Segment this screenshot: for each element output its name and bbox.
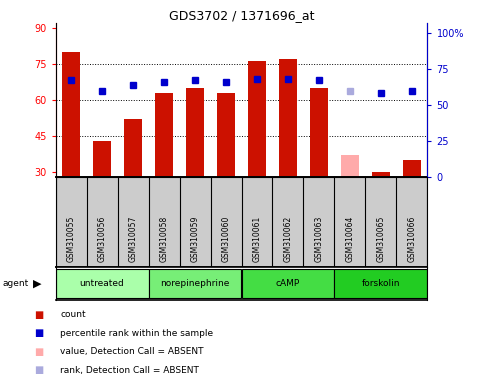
Text: ■: ■: [34, 328, 43, 338]
Text: GSM310063: GSM310063: [314, 216, 324, 262]
Text: ▶: ▶: [33, 278, 42, 288]
Text: GSM310057: GSM310057: [128, 216, 138, 262]
Text: untreated: untreated: [80, 279, 125, 288]
Bar: [62, 52, 80, 177]
Text: GSM310062: GSM310062: [284, 216, 293, 262]
Text: GSM310064: GSM310064: [345, 216, 355, 262]
Text: GSM310058: GSM310058: [159, 216, 169, 262]
Text: ■: ■: [34, 347, 43, 357]
Bar: [155, 93, 173, 177]
Bar: [242, 268, 334, 298]
Text: forskolin: forskolin: [362, 279, 400, 288]
Text: percentile rank within the sample: percentile rank within the sample: [60, 329, 213, 338]
Bar: [56, 268, 149, 298]
Text: GSM310060: GSM310060: [222, 216, 230, 262]
Title: GDS3702 / 1371696_at: GDS3702 / 1371696_at: [169, 9, 314, 22]
Bar: [149, 268, 242, 298]
Text: agent: agent: [2, 279, 28, 288]
Bar: [279, 59, 297, 177]
Text: GSM310066: GSM310066: [408, 216, 416, 262]
Bar: [93, 141, 112, 177]
Text: GSM310059: GSM310059: [190, 216, 199, 262]
Bar: [124, 119, 142, 177]
Bar: [372, 172, 390, 177]
Bar: [217, 93, 235, 177]
Text: value, Detection Call = ABSENT: value, Detection Call = ABSENT: [60, 347, 204, 356]
Text: ■: ■: [34, 365, 43, 375]
Text: rank, Detection Call = ABSENT: rank, Detection Call = ABSENT: [60, 366, 199, 375]
Bar: [310, 88, 328, 177]
Text: GSM310056: GSM310056: [98, 216, 107, 262]
Bar: [186, 88, 204, 177]
Bar: [248, 61, 266, 177]
Text: GSM310061: GSM310061: [253, 216, 261, 262]
Bar: [341, 155, 359, 177]
Bar: [334, 268, 427, 298]
Bar: [403, 160, 421, 177]
Text: GSM310065: GSM310065: [376, 216, 385, 262]
Text: count: count: [60, 310, 86, 319]
Text: ■: ■: [34, 310, 43, 320]
Text: GSM310055: GSM310055: [67, 216, 75, 262]
Text: cAMP: cAMP: [276, 279, 300, 288]
Text: norepinephrine: norepinephrine: [160, 279, 230, 288]
